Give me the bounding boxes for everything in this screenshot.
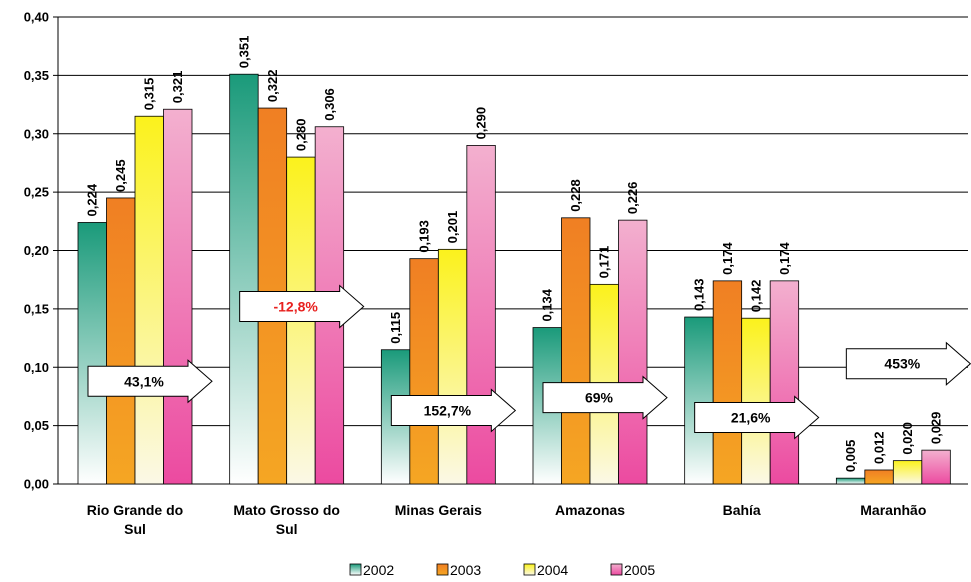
data-label: 0,322 [265, 70, 280, 103]
legend-swatch-2002 [349, 563, 362, 576]
growth-arrow [694, 395, 820, 440]
bar-2005 [466, 145, 496, 485]
data-label: 0,143 [691, 279, 706, 312]
category-label: Amazonas [555, 502, 625, 518]
bar-2003 [712, 280, 743, 485]
legend-label: 2005 [624, 562, 655, 578]
bar-2004 [134, 115, 164, 485]
y-tick-label: 0,05 [24, 418, 49, 433]
y-axis: 0,00 0,05 0,10 0,15 0,20 0,25 0,30 0,35 0,40 [24, 10, 968, 492]
y-tick-label: 0,25 [24, 185, 49, 200]
growth-arrow [390, 388, 517, 433]
bar-2004 [892, 460, 923, 485]
gridlines [58, 16, 968, 485]
growth-arrow [239, 284, 365, 329]
legend-swatch-2003 [436, 563, 449, 576]
bar-2004 [741, 317, 771, 485]
data-label: 0,290 [474, 107, 489, 140]
bar-2003 [561, 217, 591, 485]
y-tick-label: 0,15 [24, 301, 49, 316]
x-axis-labels: Rio Grande do Sul Mato Grosso do Sul Minas G… [87, 502, 927, 537]
data-label: 0,228 [568, 179, 583, 212]
data-label: 0,226 [625, 182, 640, 215]
y-tick-label: 0,00 [24, 477, 49, 492]
data-label: 0,351 [236, 36, 251, 69]
legend: 2002 2003 2004 2005 [349, 562, 655, 578]
data-label: 0,134 [540, 288, 555, 321]
data-label: 0,020 [900, 422, 915, 455]
growth-arrows: 43,1% -12,8% 152,7% 69% 21,6% 453% [87, 284, 971, 440]
data-labels: 0,224 0,245 0,315 0,321 0,351 0,322 0,280 0,306… [85, 36, 944, 473]
data-label: 0,306 [322, 88, 337, 121]
data-label: 0,280 [293, 119, 308, 152]
y-tick-label: 0,10 [24, 360, 49, 375]
bar-2003 [409, 258, 439, 485]
category-label: Mato Grosso do Sul [233, 502, 340, 537]
data-label: 0,245 [113, 159, 128, 192]
growth-arrow [542, 375, 668, 420]
data-label: 0,201 [445, 211, 460, 244]
bars [77, 73, 951, 485]
category-label: Rio Grande do Sul [87, 502, 183, 537]
data-label: 0,171 [597, 246, 612, 279]
legend-label: 2004 [537, 562, 568, 578]
data-label: 0,005 [843, 440, 858, 473]
y-tick-label: 0,40 [24, 10, 49, 25]
growth-arrow-label: 69% [585, 390, 614, 406]
bar-2002 [229, 73, 259, 485]
data-label: 0,142 [748, 280, 763, 313]
growth-arrow [845, 341, 971, 386]
category-label: Maranhão [860, 502, 926, 518]
legend-swatch-2005 [610, 563, 623, 576]
data-label: 0,012 [872, 431, 887, 464]
bar-2003 [864, 469, 894, 485]
bar-2002 [684, 316, 714, 485]
data-label: 0,174 [720, 242, 735, 275]
data-label: 0,174 [777, 242, 792, 275]
bar-2004 [437, 248, 468, 485]
data-label: 0,224 [85, 183, 100, 216]
bar-2005 [921, 449, 951, 485]
growth-arrow-label: 152,7% [424, 402, 472, 418]
legend-swatch-2004 [523, 563, 536, 576]
y-tick-label: 0,35 [24, 68, 49, 83]
data-label: 0,315 [142, 78, 157, 111]
category-label: Bahía [723, 502, 761, 518]
legend-label: 2002 [363, 562, 394, 578]
growth-arrow-label: -12,8% [273, 299, 318, 315]
bar-2005 [618, 219, 648, 485]
data-label: 0,193 [417, 220, 432, 253]
growth-arrow-label: 453% [884, 356, 920, 372]
category-label: Minas Gerais [395, 502, 482, 518]
legend-label: 2003 [450, 562, 481, 578]
y-tick-label: 0,30 [24, 126, 49, 141]
growth-arrow [87, 359, 213, 404]
bar-2005 [769, 280, 800, 485]
bar-2003 [106, 197, 136, 485]
bar-2002 [77, 222, 107, 485]
bar-2005 [163, 108, 193, 485]
data-label: 0,115 [388, 312, 403, 344]
data-label: 0,029 [929, 412, 944, 445]
growth-arrow-label: 21,6% [731, 409, 771, 425]
growth-arrow-label: 43,1% [124, 373, 164, 389]
bar-2002 [835, 477, 866, 485]
y-tick-label: 0,20 [24, 243, 49, 258]
data-label: 0,321 [170, 71, 185, 104]
